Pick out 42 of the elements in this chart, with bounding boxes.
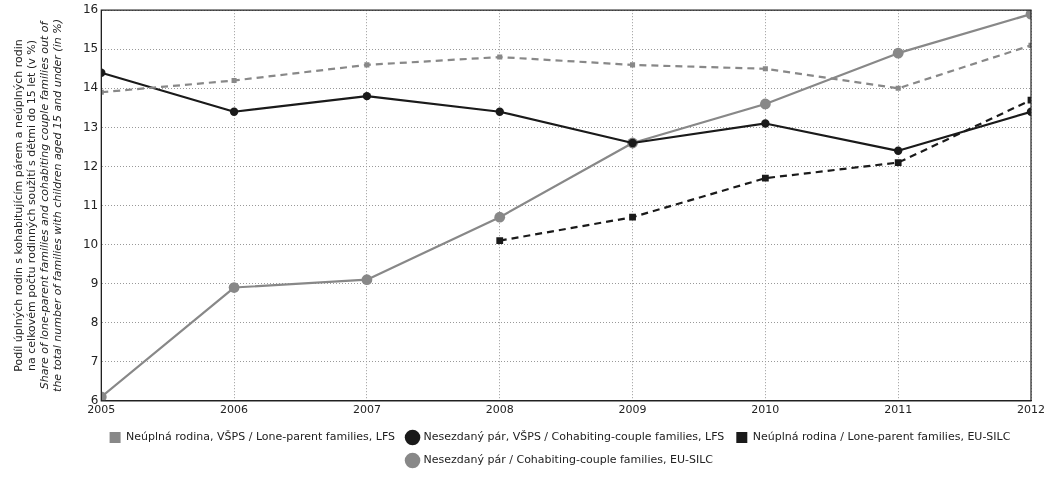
y-tick-label: 12 [82,158,99,173]
legend-label: Neúplná rodina / Lone-parent families, EU-SILC [752,430,1011,444]
point [495,107,504,116]
x-tick-label: 2012 [1017,403,1045,417]
point [361,274,373,286]
y-tick-label: 8 [90,314,99,329]
y-tick-label: 10 [82,236,99,251]
point [629,213,636,221]
legend-label: Nesezdaný pár / Cohabiting-couple families, EU-SILC [423,453,714,467]
x-tick-label: 2007 [352,403,381,417]
x-tick-label: 2008 [485,403,514,417]
y-tick-label: 11 [82,197,99,212]
point [231,77,237,84]
y-axis-title: Podíl úplných rodin s kohabitujícím párem a neúplných rodin na celkovém počtu rodinných soužití s dětmi do 15 let (v %) Share of lone-parent families and cohabiting couple families out of the total number of families with children aged 15 and under (in %) [12,19,65,392]
point [761,119,770,128]
point [762,66,768,72]
y-tick-label: 16 [82,2,99,17]
point [228,282,240,293]
point [630,62,636,68]
x-tick-label: 2009 [618,403,647,417]
point [894,159,902,166]
point [494,211,506,223]
y-tick-label: 7 [90,353,99,368]
x-tick-label: 2006 [220,403,249,417]
x-tick-label: 2011 [884,403,913,417]
point [759,98,771,110]
point [893,146,903,156]
x-tick-label: 2010 [751,403,780,417]
point [895,85,901,91]
point [892,47,904,59]
y-tick-label: 13 [82,119,99,134]
point [761,174,769,182]
point [497,54,503,60]
y-tick-label: 15 [82,41,99,56]
y-tick-label: 14 [82,80,99,95]
point [364,62,370,68]
y-tick-label: 9 [90,275,99,290]
point [362,91,372,101]
legend-label: Neúplná rodina, VŠPS / Lone-parent families, LFS [126,430,396,444]
legend-label: Nesezdaný pár, VŠPS / Cohabiting-couple families, LFS [423,430,725,444]
point [496,237,504,245]
point [229,107,239,116]
